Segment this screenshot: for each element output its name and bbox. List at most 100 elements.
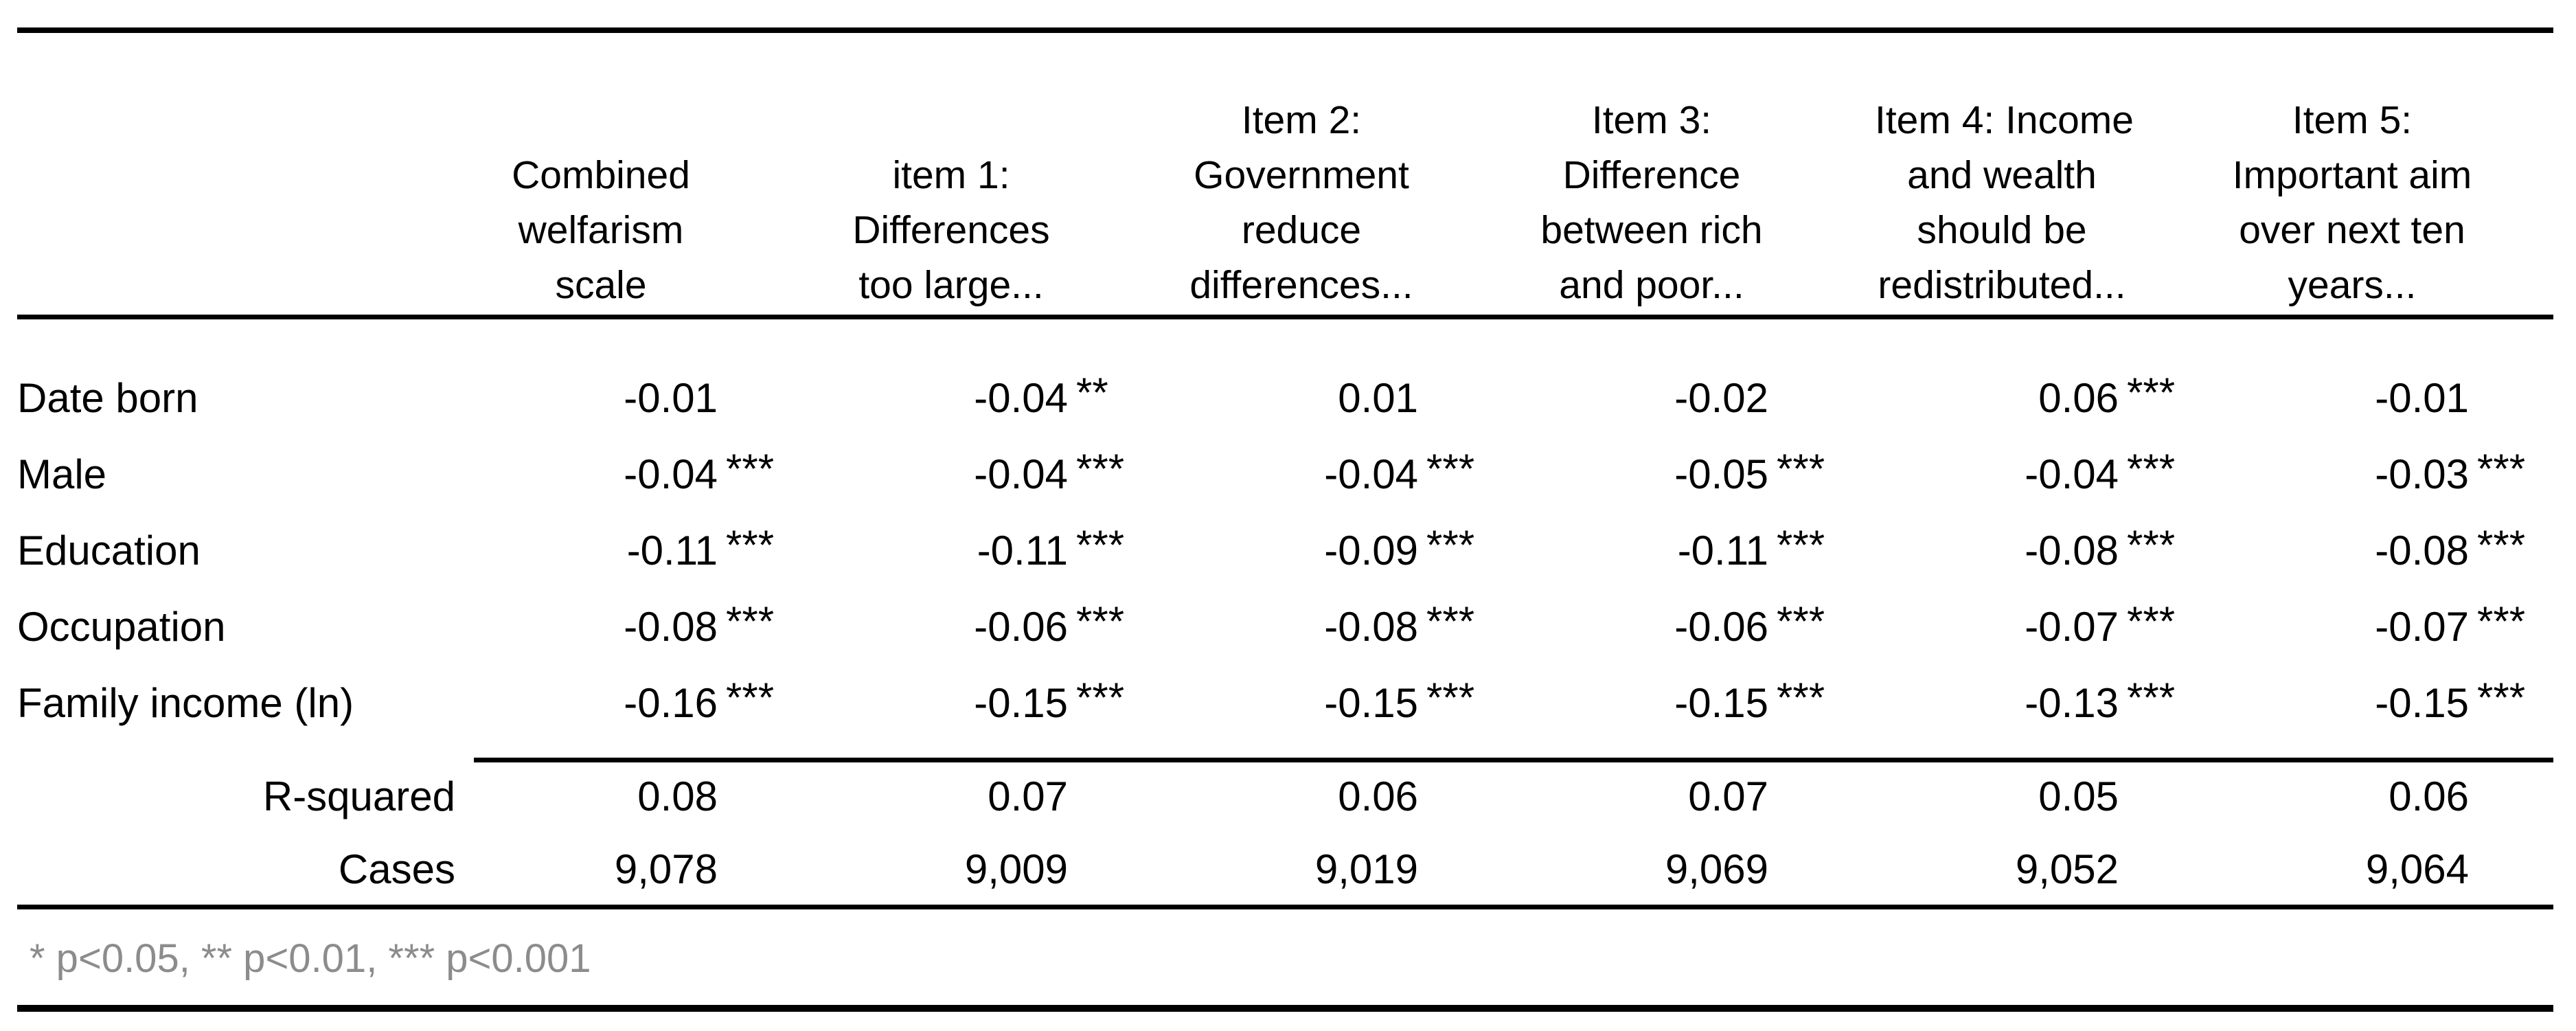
summary-value: 0.05: [2038, 773, 2119, 819]
coef-value: -0.04: [974, 451, 1068, 497]
significance-stars: ***: [2127, 598, 2176, 644]
coef-cell: -0.07 ***: [1875, 589, 2225, 665]
significance-stars: ***: [1076, 446, 1125, 492]
significance-stars: ***: [1076, 675, 1125, 721]
coef-value: -0.02: [1674, 375, 1768, 421]
coef-value: -0.08: [1324, 604, 1418, 650]
column-header-line: too large...: [858, 263, 1044, 307]
coef-value: -0.03: [2375, 451, 2469, 497]
row-label: Occupation: [17, 604, 226, 650]
summary-value: 0.08: [637, 773, 718, 819]
row-label: Family income (ln): [17, 680, 354, 726]
coef-value: -0.11: [1677, 528, 1768, 574]
significance-stars: ***: [726, 598, 775, 644]
significance-footnote: * p<0.05, ** p<0.01, *** p<0.001: [30, 936, 591, 981]
summary-cell: 0.07: [1525, 760, 1875, 832]
column-header-line: over next ten: [2239, 208, 2465, 252]
summary-cell: 9,064: [2225, 832, 2575, 905]
table-row: Occupation -0.08 *** -0.06 *** -0.08 *** -0.06 *…: [0, 589, 2575, 665]
column-header-line: Important aim: [2232, 153, 2472, 197]
column-header-line: Difference: [1562, 153, 1741, 197]
column-header-line: Combined: [512, 153, 690, 197]
coef-cell: -0.08 ***: [474, 589, 824, 665]
coef-value: -0.04: [974, 375, 1068, 421]
coef-value: -0.09: [1324, 528, 1418, 574]
significance-stars: ***: [2477, 598, 2526, 644]
coef-cell: -0.01: [474, 360, 824, 436]
coef-value: -0.11: [626, 528, 718, 574]
coef-cell: 0.06 ***: [1875, 360, 2225, 436]
coefficient-rows: Date born -0.01 -0.04 ** 0.01 -0.02 0.06 *** -0.…: [0, 360, 2575, 741]
column-headers: Combined welfarism scale item 1: Differences…: [474, 76, 2575, 313]
column-header-item3: Item 3: Difference between rich and poor...: [1525, 93, 1875, 313]
coef-value: -0.06: [974, 604, 1068, 650]
column-header-line: and wealth: [1907, 153, 2097, 197]
bottom-rule: [17, 1005, 2553, 1012]
table-row: Education -0.11 *** -0.11 *** -0.09 *** -0.11 **…: [0, 512, 2575, 589]
coef-cell: -0.15 ***: [1174, 665, 1525, 741]
significance-stars: ***: [2477, 446, 2526, 492]
coef-value: -0.07: [2375, 604, 2469, 650]
table-row: Date born -0.01 -0.04 ** 0.01 -0.02 0.06 *** -0.…: [0, 360, 2575, 436]
coef-cell: -0.13 ***: [1875, 665, 2225, 741]
significance-stars: ***: [1076, 522, 1125, 568]
coef-value: -0.08: [2375, 528, 2469, 574]
significance-stars: ***: [2127, 446, 2176, 492]
column-header-line: reduce: [1241, 208, 1362, 252]
coef-cell: 0.01: [1174, 360, 1525, 436]
column-header-combined: Combined welfarism scale: [474, 148, 824, 313]
summary-cell: 0.08: [474, 760, 824, 832]
column-header-line: Item 5:: [2292, 98, 2413, 142]
coef-value: -0.08: [2025, 528, 2119, 574]
column-header-item4: Item 4: Income and wealth should be redistr…: [1875, 93, 2225, 313]
coef-value: -0.07: [2025, 604, 2119, 650]
coef-cell: -0.04 ***: [1174, 436, 1525, 512]
coef-cell: -0.06 ***: [1525, 589, 1875, 665]
coef-value: -0.05: [1674, 451, 1768, 497]
coef-value: -0.04: [2025, 451, 2119, 497]
column-header-line: Item 4: Income: [1875, 98, 2134, 142]
summary-cell: 9,052: [1875, 832, 2225, 905]
summary-value: 9,052: [2015, 846, 2119, 892]
coef-cell: -0.01: [2225, 360, 2575, 436]
coef-cell: -0.08 ***: [2225, 512, 2575, 589]
summary-cell: 9,019: [1174, 832, 1525, 905]
summary-cell: 0.05: [1875, 760, 2225, 832]
significance-stars: ***: [1777, 675, 1825, 721]
column-header-line: Differences: [852, 208, 1050, 252]
coef-value: -0.06: [1674, 604, 1768, 650]
coef-value: -0.11: [977, 528, 1068, 574]
coef-value: -0.15: [1674, 680, 1768, 726]
column-header-line: redistributed...: [1878, 263, 2126, 307]
summary-row: R-squared 0.08 0.07 0.06 0.07 0.05 0.06: [0, 760, 2575, 832]
coef-value: 0.01: [1338, 375, 1418, 421]
column-header-line: differences...: [1189, 263, 1413, 307]
significance-stars: ***: [1426, 446, 1475, 492]
coef-cell: -0.04 **: [824, 360, 1174, 436]
coef-cell: -0.04 ***: [474, 436, 824, 512]
coef-value: -0.08: [624, 604, 718, 650]
significance-stars: ***: [1777, 522, 1825, 568]
summary-value: 9,009: [964, 846, 1068, 892]
coef-value: -0.13: [2025, 680, 2119, 726]
row-label: Education: [17, 528, 201, 574]
column-header-line: years...: [2288, 263, 2417, 307]
summary-cell: 0.06: [2225, 760, 2575, 832]
coef-value: -0.15: [974, 680, 1068, 726]
summary-value: 9,064: [2365, 846, 2469, 892]
significance-stars: ***: [2127, 370, 2176, 416]
column-header-line: scale: [555, 263, 647, 307]
column-header-line: between rich: [1540, 208, 1763, 252]
summary-rows: R-squared 0.08 0.07 0.06 0.07 0.05 0.06 Cases 9,…: [0, 760, 2575, 905]
significance-stars: ***: [726, 522, 775, 568]
coef-cell: -0.04 ***: [824, 436, 1174, 512]
column-header-line: Government: [1194, 153, 1409, 197]
coef-cell: -0.15 ***: [1525, 665, 1875, 741]
coef-cell: -0.11 ***: [824, 512, 1174, 589]
summary-cell: 0.06: [1174, 760, 1525, 832]
summary-value: 0.07: [1688, 773, 1768, 819]
coef-value: -0.15: [1324, 680, 1418, 726]
summary-value: 0.06: [2389, 773, 2469, 819]
row-label: Male: [17, 451, 107, 497]
